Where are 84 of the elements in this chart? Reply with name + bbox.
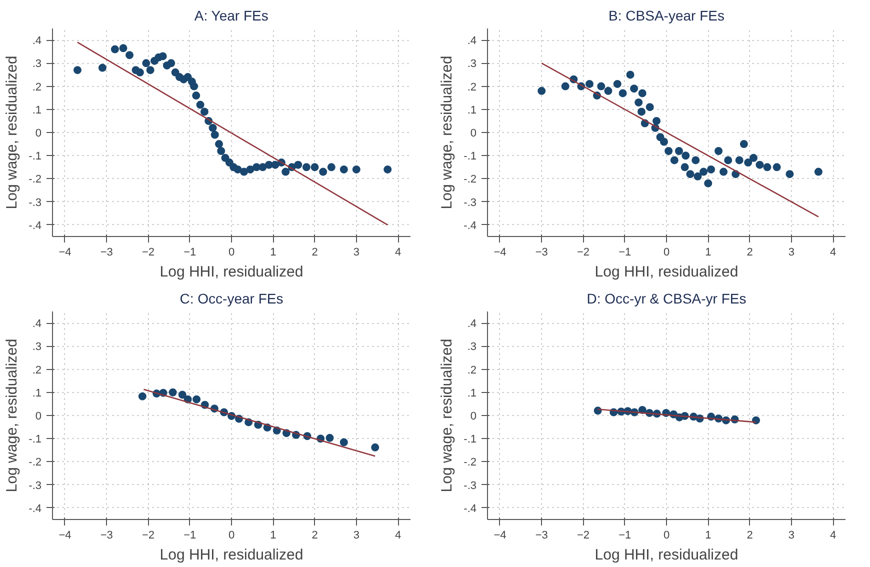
x-tick-label: 1 (705, 246, 712, 258)
y-tick-label: -.3 (28, 480, 42, 492)
y-tick-label: -.4 (464, 502, 477, 515)
y-tick-label: -.2 (28, 174, 42, 186)
y-tick-label: .3 (467, 341, 477, 354)
y-tick-label: -.1 (464, 150, 477, 163)
x-tick-label: −1 (184, 530, 196, 542)
y-tick-label: .2 (467, 364, 477, 376)
x-tick-label: 2 (312, 246, 318, 258)
y-tick-label: -.2 (464, 456, 477, 469)
x-tick-label: −4 (58, 246, 72, 258)
x-tick-label: 0 (663, 530, 670, 542)
y-axis-title: Log wage, residualized (4, 56, 21, 210)
y-tick-label: -.2 (28, 456, 42, 469)
x-tick-label: 3 (788, 246, 794, 258)
x-tick-label: −1 (184, 246, 196, 258)
x-tick-label: −4 (58, 530, 72, 542)
x-tick-label: 4 (830, 246, 836, 258)
y-tick-label: .1 (467, 104, 477, 116)
x-axis-title: Log HHI, residualized (594, 264, 738, 280)
x-tick-label: 2 (746, 246, 753, 258)
y-tick-label: -.3 (464, 480, 477, 492)
y-tick-label: .3 (467, 58, 477, 70)
y-axis-title: Log wage, residualized (438, 338, 456, 492)
x-axis-title: Log HHI, residualized (160, 264, 304, 280)
y-tick-label: 0 (35, 410, 42, 422)
x-tick-label: −2 (142, 246, 155, 258)
y-axis-title: Log wage, residualized (4, 338, 21, 492)
x-tick-label: −2 (576, 530, 590, 542)
chart-title: C: Occ-year FEs (180, 290, 284, 306)
y-tick-label: .2 (32, 81, 42, 94)
x-tick-label: 3 (353, 530, 360, 542)
x-tick-label: 3 (788, 530, 794, 542)
y-tick-label: .3 (32, 58, 42, 70)
x-tick-label: 3 (353, 246, 360, 258)
y-tick-label: .4 (32, 35, 42, 48)
x-tick-label: 4 (830, 530, 836, 542)
x-tick-label: 4 (394, 246, 402, 258)
y-tick-label: -.1 (464, 434, 477, 446)
chart-title: B: CBSA-year FEs (608, 8, 724, 24)
x-tick-label: −1 (618, 530, 632, 542)
y-tick-label: -.4 (464, 220, 477, 232)
x-tick-label: 2 (746, 530, 753, 542)
y-tick-label: .4 (32, 318, 42, 330)
x-tick-label: −3 (100, 530, 113, 542)
y-tick-label: 0 (470, 410, 477, 422)
y-axis-title: Log wage, residualized (438, 56, 456, 210)
x-tick-label: −2 (576, 246, 590, 258)
y-tick-label: .2 (32, 364, 42, 376)
x-axis-title: Log HHI, residualized (594, 546, 738, 564)
y-tick-label: .1 (467, 387, 477, 400)
y-tick-label: .1 (32, 104, 42, 116)
y-tick-label: .4 (467, 318, 477, 330)
x-tick-label: −2 (142, 530, 155, 542)
x-axis-title: Log HHI, residualized (160, 546, 304, 564)
x-tick-label: 0 (228, 246, 235, 258)
chart-title: A: Year FEs (194, 8, 268, 24)
x-tick-label: 4 (394, 530, 402, 542)
y-tick-label: -.4 (28, 220, 42, 232)
y-tick-label: 0 (35, 128, 42, 140)
y-tick-label: -.4 (28, 502, 42, 515)
x-tick-label: −1 (618, 246, 632, 258)
x-tick-label: −3 (535, 246, 548, 258)
y-tick-label: -.3 (464, 196, 477, 209)
x-tick-label: 0 (663, 246, 670, 258)
x-tick-label: 2 (312, 530, 318, 542)
y-tick-label: .3 (32, 341, 42, 354)
x-tick-label: −3 (100, 246, 113, 258)
y-tick-label: -.2 (464, 174, 477, 186)
y-tick-label: -.1 (28, 150, 42, 163)
x-tick-label: 1 (270, 246, 276, 258)
y-tick-label: 0 (470, 128, 477, 140)
y-tick-label: .2 (467, 81, 477, 94)
y-tick-label: .1 (32, 387, 42, 400)
y-tick-label: .4 (467, 35, 477, 48)
x-tick-label: −3 (535, 530, 548, 542)
x-tick-label: −4 (494, 530, 506, 542)
x-tick-label: −4 (494, 246, 506, 258)
chart-title: D: Occ-yr & CBSA-yr FEs (586, 290, 746, 306)
x-tick-label: 1 (705, 530, 712, 542)
y-tick-label: -.1 (28, 434, 42, 446)
y-tick-label: -.3 (28, 196, 42, 209)
x-tick-label: 1 (270, 530, 276, 542)
x-tick-label: 0 (228, 530, 235, 542)
